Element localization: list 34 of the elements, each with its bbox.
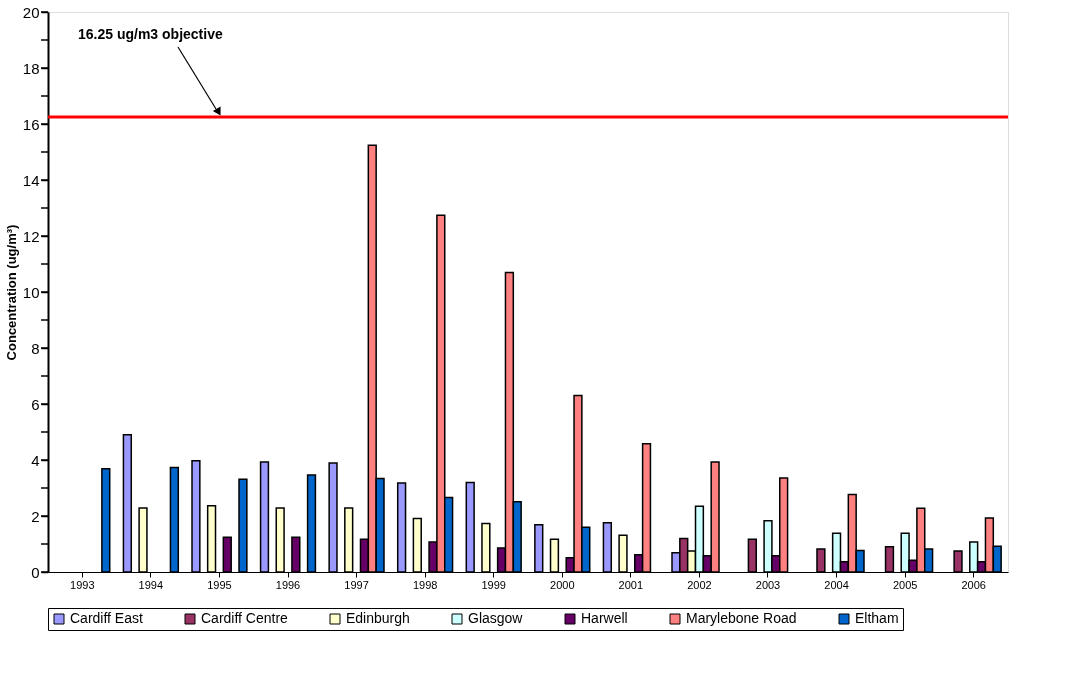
x-tick-label: 2001 xyxy=(618,578,644,591)
x-tick-label: 2000 xyxy=(550,578,575,591)
legend-label: Harwell xyxy=(581,610,628,626)
legend-label: Marylebone Road xyxy=(686,610,797,626)
y-tick-label: 6 xyxy=(31,395,40,413)
y-tick-label: 8 xyxy=(31,339,40,357)
y-axis-title: Concentration (ug/m³) xyxy=(3,224,19,361)
x-tick-label: 1994 xyxy=(138,578,164,591)
x-tick-label: 2002 xyxy=(687,578,712,591)
x-tick-label: 2003 xyxy=(755,578,781,591)
legend-label: Eltham xyxy=(855,610,899,626)
legend-label: Edinburgh xyxy=(346,610,410,626)
y-tick-label: 2 xyxy=(31,507,40,525)
legend-label: Cardiff East xyxy=(70,610,143,626)
y-tick-label: 18 xyxy=(22,59,40,77)
x-tick-label: 1997 xyxy=(344,578,369,591)
x-tick-label: 2006 xyxy=(961,578,986,591)
x-tick-label: 1996 xyxy=(275,578,301,591)
y-tick-label: 4 xyxy=(31,451,40,469)
x-tick-label: 1999 xyxy=(481,578,506,591)
y-tick-label: 12 xyxy=(22,227,40,245)
y-tick-label: 16 xyxy=(22,115,40,133)
y-tick-label: 0 xyxy=(31,563,40,581)
legend-label: Cardiff Centre xyxy=(201,610,289,626)
y-tick-label: 20 xyxy=(22,3,40,21)
x-tick-label: 1993 xyxy=(70,578,95,591)
x-tick-label: 2005 xyxy=(892,578,918,591)
x-tick-label: 1995 xyxy=(207,578,232,591)
legend-label: Glasgow xyxy=(468,610,524,626)
x-tick-label: 2004 xyxy=(824,578,849,591)
y-tick-label: 14 xyxy=(22,171,40,189)
y-tick-label: 10 xyxy=(22,283,40,301)
ref-line-label: 16.25 ug/m3 objective xyxy=(78,26,223,42)
x-tick-label: 1998 xyxy=(412,578,438,591)
